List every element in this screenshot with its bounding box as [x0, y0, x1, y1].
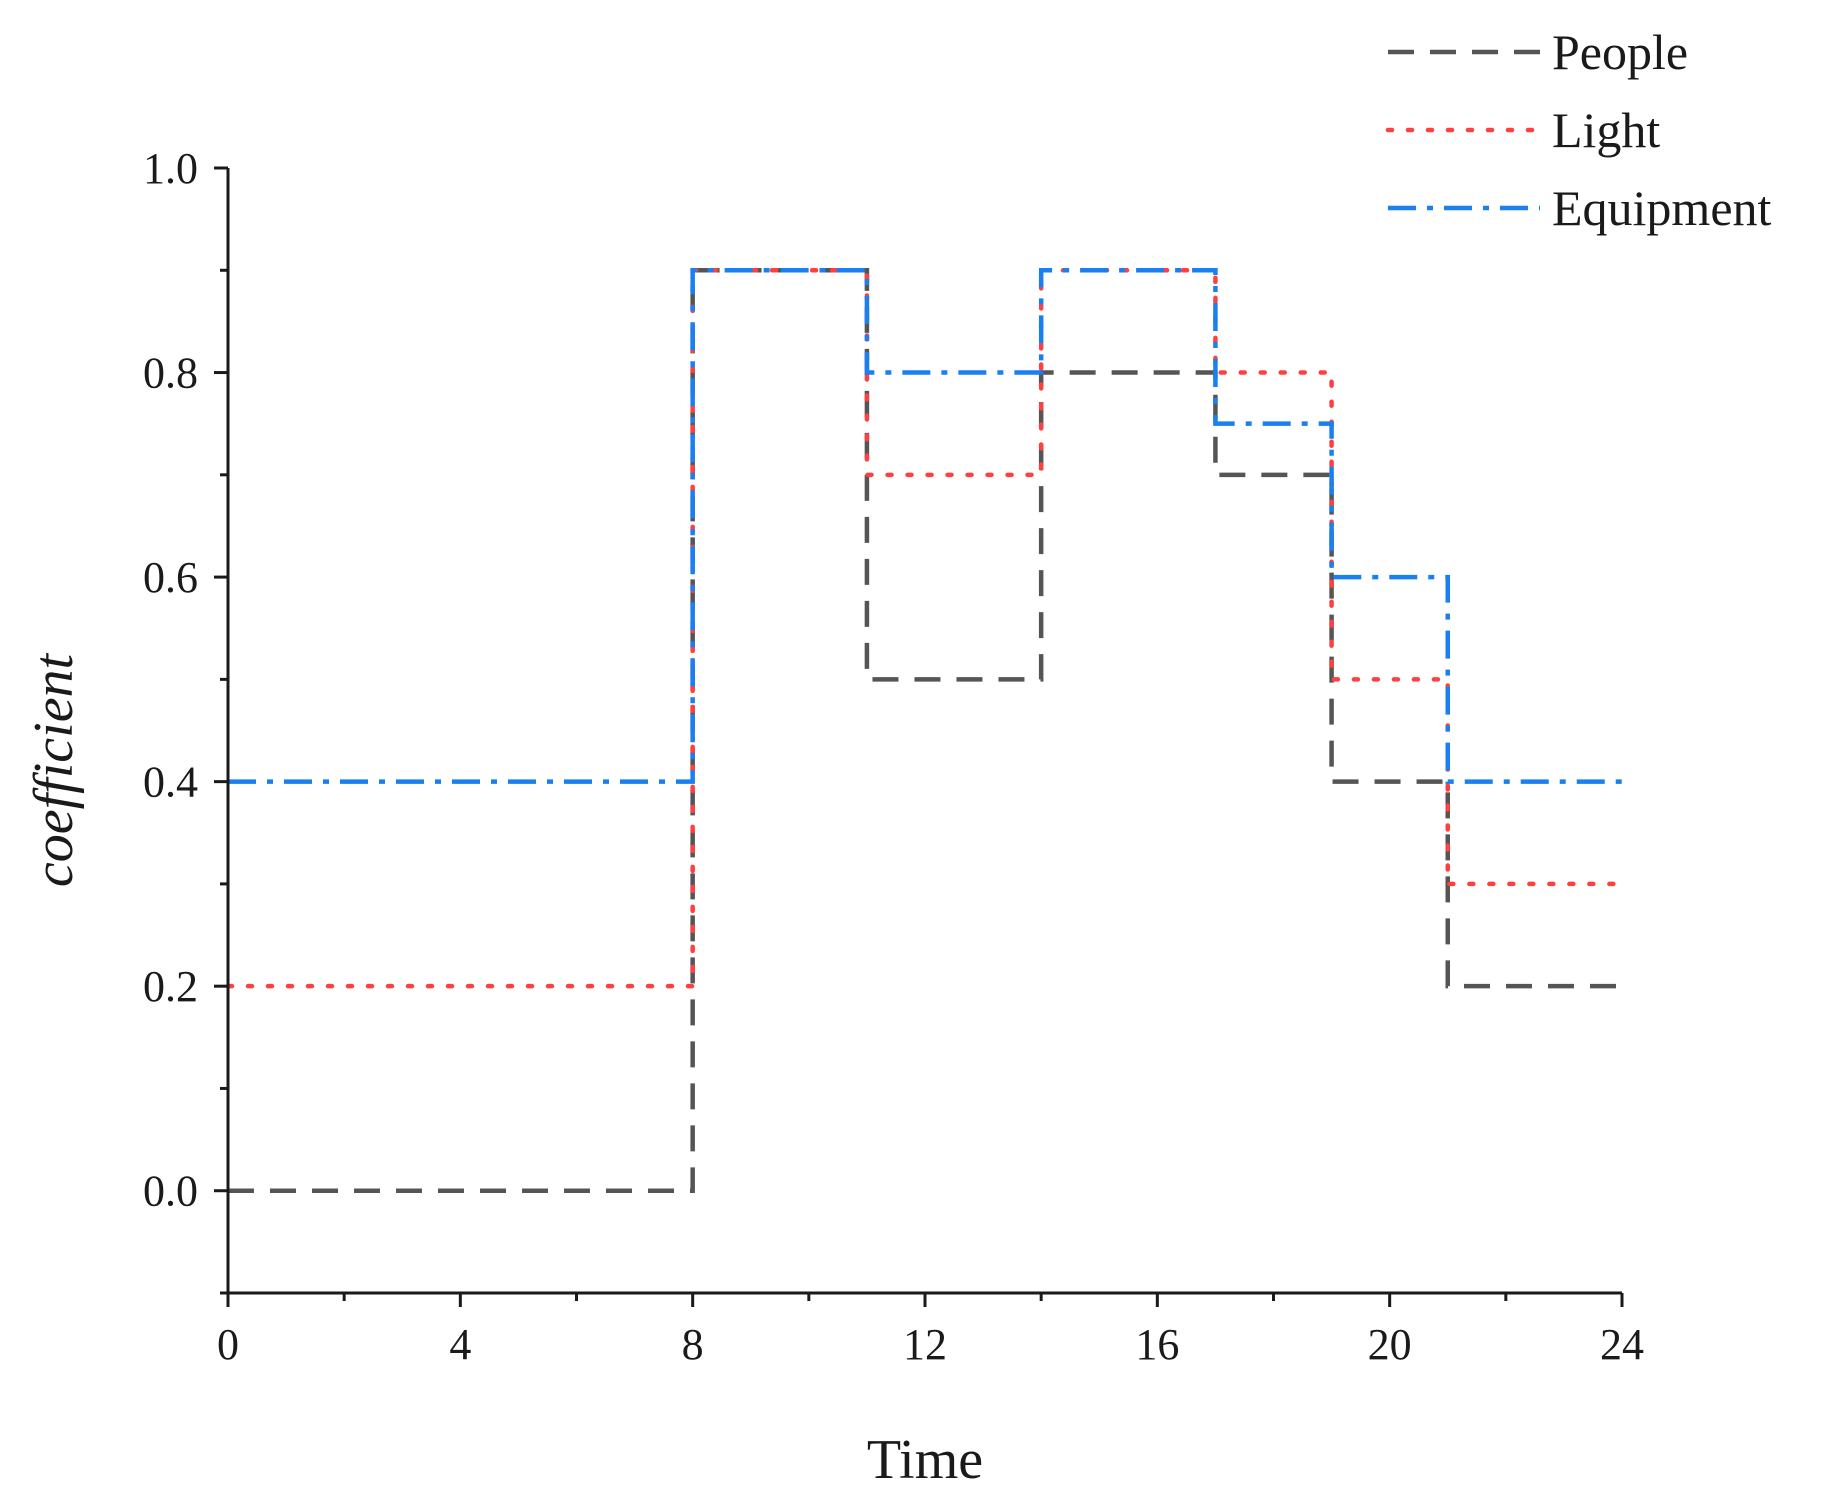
series-layer	[225, 268, 1625, 1193]
x-tick-label: 12	[903, 1320, 947, 1369]
x-tick-label: 16	[1135, 1320, 1179, 1369]
legend-label-equipment: Equipment	[1552, 180, 1772, 236]
series-line-light	[225, 268, 1625, 989]
ticks-layer: 0 4 8 12 16 20 24 0.0 0.2 0.4 0.6 0.8 1.0	[143, 144, 1644, 1369]
x-tick-label: 0	[217, 1320, 239, 1369]
y-tick-label: 0.4	[143, 758, 198, 807]
x-axis-title: Time	[867, 1429, 983, 1491]
y-tick-label: 0.2	[143, 962, 198, 1011]
x-tick-label: 20	[1368, 1320, 1412, 1369]
series-line-equipment	[228, 268, 1622, 784]
y-axis-title: coefficient	[23, 652, 85, 887]
series-line-people	[228, 268, 1622, 1193]
legend: People Light Equipment	[1385, 24, 1772, 236]
legend-label-people: People	[1552, 24, 1688, 80]
y-tick-label: 0.8	[143, 349, 198, 398]
y-tick-label: 0.6	[143, 553, 198, 602]
axes-layer	[226, 168, 1622, 1295]
x-tick-label: 4	[449, 1320, 471, 1369]
x-tick-label: 8	[682, 1320, 704, 1369]
legend-label-light: Light	[1552, 102, 1660, 158]
y-tick-label: 0.0	[143, 1167, 198, 1216]
x-tick-label: 24	[1600, 1320, 1644, 1369]
y-tick-label: 1.0	[143, 144, 198, 193]
